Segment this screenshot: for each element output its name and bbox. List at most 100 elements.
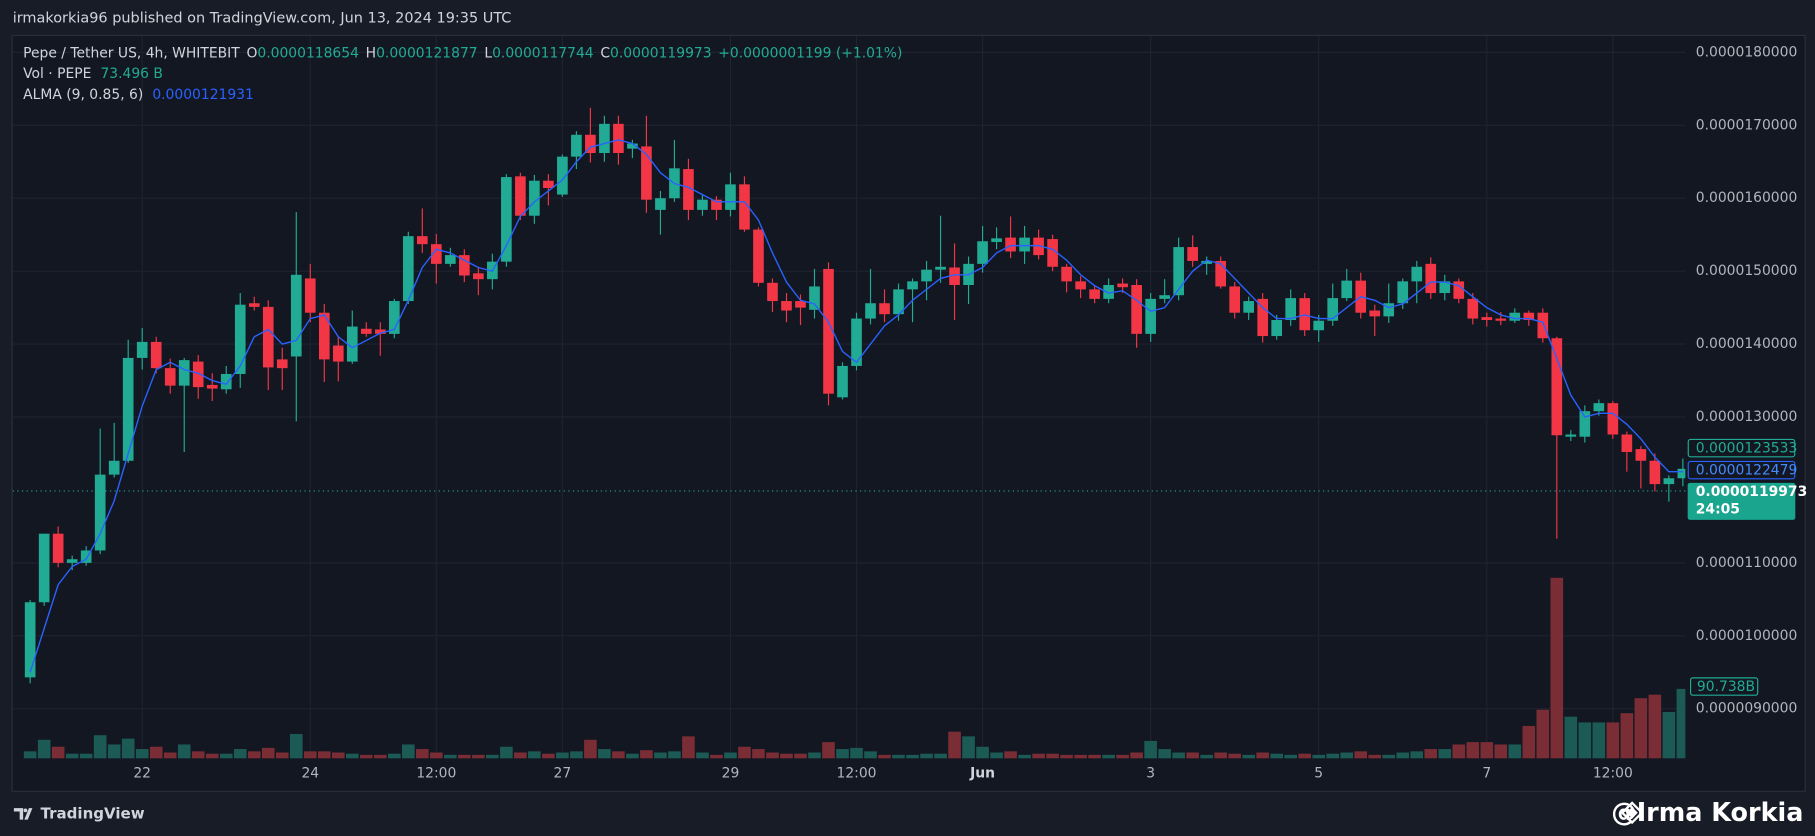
volume-bar [612,751,625,759]
candle-body [1215,260,1226,287]
candle-body [809,286,820,310]
overlay-value: 0.0000121931 [152,87,254,103]
volume-bar [1536,709,1550,759]
legend-line: Pepe / Tether US, 4h, WHITEBIT O0.000011… [23,45,902,61]
volume-bar [1102,754,1115,759]
candle-body [360,328,372,334]
candle-body [879,303,890,315]
volume-bar [598,749,611,759]
volume-price-box [1689,677,1759,696]
brand: TradingView [41,804,145,822]
volume-bar [37,739,51,759]
watermark: @Irma Korkia [1611,798,1803,828]
candle-body [1481,317,1493,321]
volume-bar [1228,753,1241,759]
candle-body [304,278,316,313]
volume-bar [149,746,163,759]
candle-body [1593,403,1605,412]
candle-body [1313,320,1325,331]
candle-body [1159,295,1170,299]
volume-price-label: 90.738B [1697,679,1755,695]
volume-bar [962,736,975,759]
volume-bar [1522,725,1536,759]
overlay-price-label: 0.0000122479 [1696,463,1798,479]
candle-body [725,184,736,210]
candle-body [1565,434,1577,437]
candle-body [220,373,232,390]
volume-bar [1606,722,1620,759]
volume-bar [1088,754,1101,759]
legend-value: 0.0000117744 [492,45,594,61]
candle-body [346,326,358,362]
candle-body [1201,260,1212,264]
volume-bar [584,739,597,759]
volume-bar [1004,751,1017,759]
candle-body [1425,263,1437,294]
candle-body [823,268,834,394]
volume-bar [766,752,779,759]
candle-body [1397,281,1409,304]
volume-bar [1340,752,1354,759]
volume-bar [948,731,961,759]
candle-body [402,236,414,302]
volume-bar [1242,754,1255,759]
volume-bar [1298,753,1312,759]
candle-body [1495,318,1507,321]
candle-body [613,123,624,154]
volume-bar [556,752,569,759]
volume-bar [1060,754,1073,759]
volume-bar [1634,698,1648,759]
candle-body [66,559,78,563]
legend-label: C [600,45,610,61]
volume-bar [1158,749,1171,759]
legend-label: H [366,45,376,61]
candle-body [1607,403,1619,435]
volume-bar [1284,754,1298,759]
volume-bar [121,738,135,759]
legend-value: 0.0000118654 [257,45,359,61]
candle-body [1649,460,1661,485]
x-tick-label: 22 [133,765,151,781]
candle-body [1285,298,1297,321]
candle-body [1509,312,1521,321]
last-price-label: 0.0000119973 [1696,484,1807,500]
candle-body [907,281,918,290]
candle-body [585,134,596,154]
volume-bar [135,749,149,759]
candle-body [1579,411,1591,437]
candle-body [697,199,708,210]
candle-body [1523,312,1535,321]
volume-bar [23,751,37,759]
volume-bar [303,751,317,759]
volume-bar [808,752,821,759]
candle-body [1635,449,1647,461]
candle-body [318,312,330,360]
volume-value: 73.496 B [100,66,162,82]
volume-bar [1564,716,1578,759]
candle-body [192,361,204,388]
candle-body [1131,285,1142,334]
volume-bar [1312,754,1326,759]
volume-bar [1186,752,1199,759]
candle-body [1621,434,1633,453]
plot [23,107,1686,759]
volume-bar [934,753,947,759]
x-tick-label: 7 [1482,765,1491,781]
candle-body [150,341,162,369]
high-marker-label: 0.0000123533 [1696,441,1798,457]
candle-body [431,244,442,264]
candle-body [276,359,288,369]
volume-bar [906,754,919,759]
candle-body [332,345,344,362]
candle-body [24,602,36,678]
volume-bar [1578,722,1592,759]
watermark-icon [1620,801,1644,825]
candle-body [571,134,582,157]
candle-body [417,236,428,245]
y-tick-label: 0.0000100000 [1696,628,1798,644]
volume-bar [794,753,807,759]
volume-bar [1494,744,1508,759]
candle-body [262,306,274,368]
overlay-line [29,139,1683,673]
candle-body [1033,237,1044,256]
